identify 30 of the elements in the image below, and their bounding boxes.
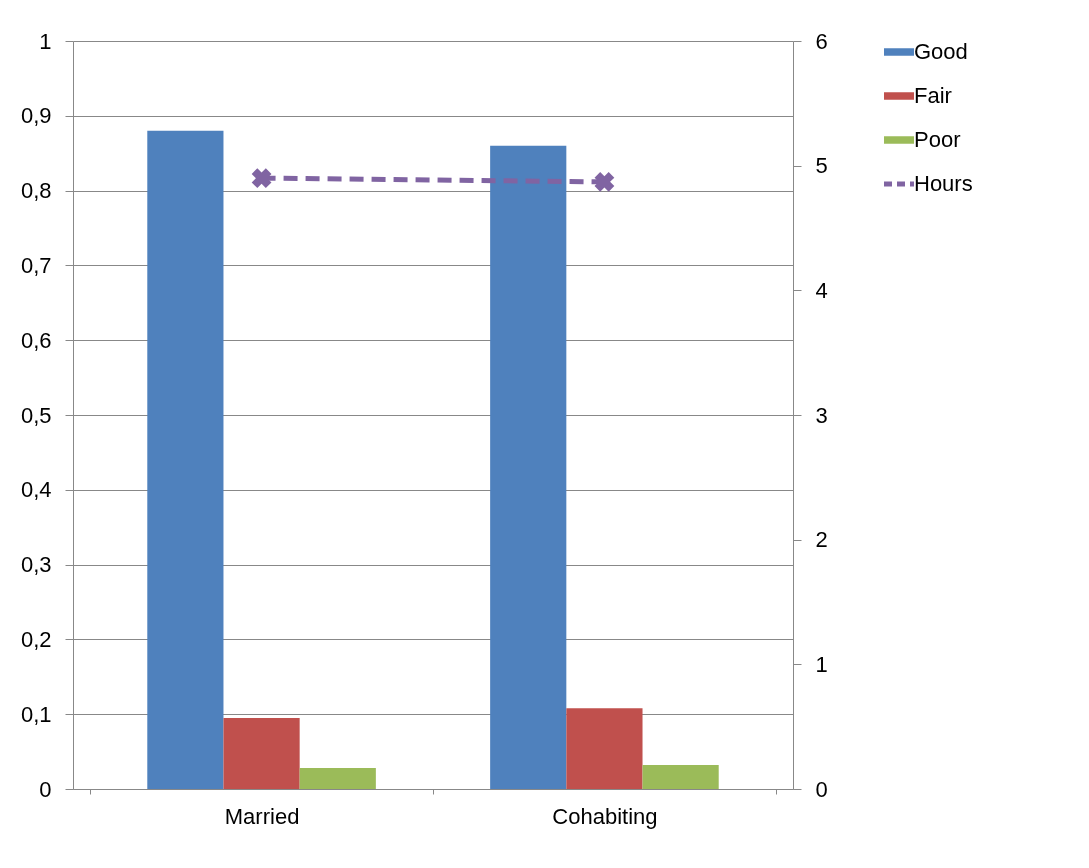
- x-tick-label: Cohabiting: [552, 803, 658, 829]
- y-tick-label: 0,6: [20, 327, 52, 353]
- y-tick-label: 0,1: [20, 701, 52, 727]
- x-tick-label: Married: [224, 803, 300, 829]
- legend-label: Good: [914, 39, 968, 64]
- y2-tick-label: 0: [815, 776, 828, 802]
- bar: [147, 130, 224, 789]
- y-tick-label: 0,5: [20, 402, 52, 428]
- y-tick-label: 0,7: [20, 252, 52, 278]
- y-tick-label: 0,3: [20, 552, 52, 578]
- y2-tick-label: 1: [815, 651, 828, 677]
- y-tick-label: 0: [39, 776, 52, 802]
- bar: [223, 717, 300, 789]
- bar: [566, 708, 643, 789]
- bar: [299, 768, 376, 789]
- legend-label: Poor: [914, 127, 961, 152]
- y-tick-label: 1: [39, 28, 52, 54]
- y-tick-label: 0,9: [20, 103, 52, 129]
- y2-tick-label: 3: [815, 402, 828, 428]
- y2-tick-label: 4: [815, 277, 828, 303]
- y2-tick-label: 2: [815, 527, 828, 553]
- legend-label: Fair: [914, 83, 952, 108]
- y-tick-label: 0,8: [20, 178, 52, 204]
- y2-tick-label: 6: [815, 28, 828, 54]
- bar: [490, 145, 567, 789]
- y-tick-label: 0,4: [20, 477, 52, 503]
- bar: [642, 765, 719, 789]
- legend-label: Hours: [914, 171, 973, 196]
- y2-tick-label: 5: [815, 153, 828, 179]
- y-tick-label: 0,2: [20, 626, 52, 652]
